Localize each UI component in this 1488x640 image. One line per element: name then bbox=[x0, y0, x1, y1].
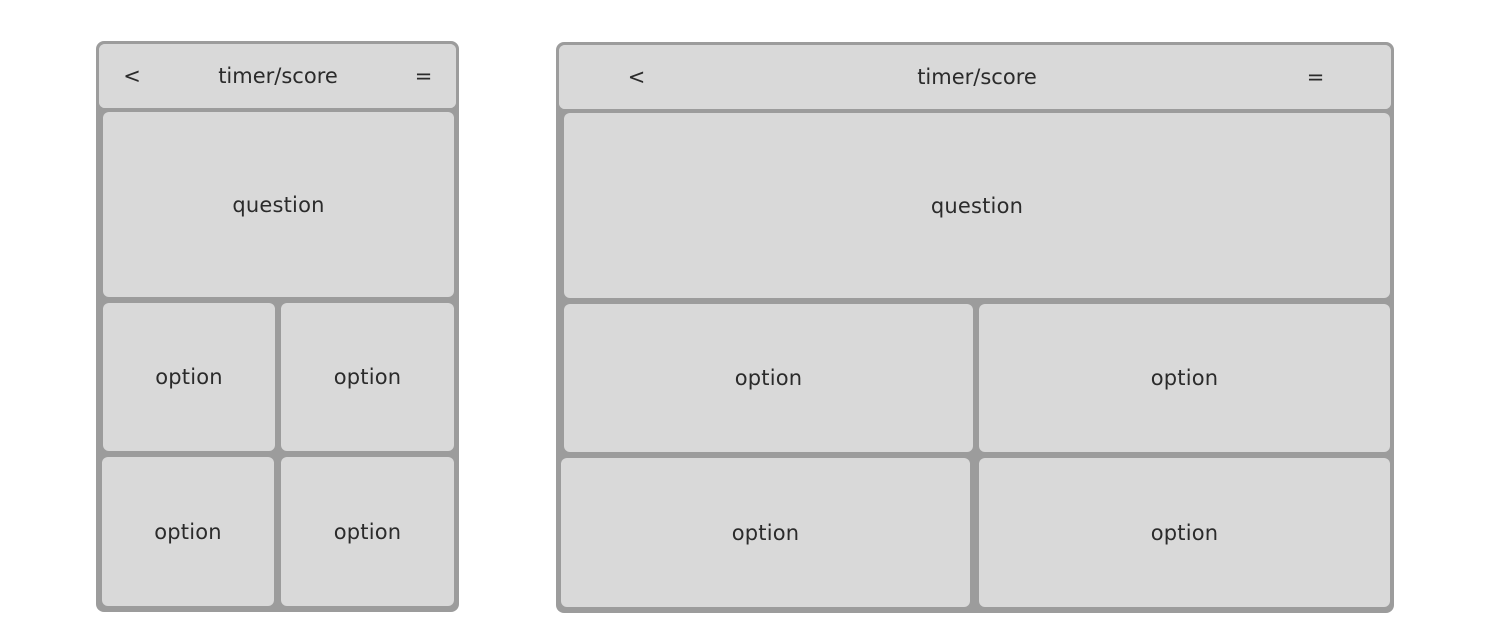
option-button-2[interactable]: option bbox=[281, 303, 454, 451]
quiz-screen-landscape: < timer/score = question option option o… bbox=[556, 42, 1394, 613]
option-label: option bbox=[155, 365, 223, 389]
option-label: option bbox=[333, 365, 402, 389]
menu-icon: = bbox=[414, 64, 433, 88]
back-icon: < bbox=[627, 65, 646, 89]
back-icon: < bbox=[123, 64, 141, 88]
timer-score-display: timer/score bbox=[714, 48, 1240, 106]
timer-score-label: timer/score bbox=[917, 65, 1037, 89]
option-label: option bbox=[333, 519, 402, 544]
option-button-1[interactable]: option bbox=[103, 303, 275, 451]
option-label: option bbox=[731, 520, 800, 545]
timer-score-display: timer/score bbox=[165, 47, 391, 105]
option-label: option bbox=[1150, 366, 1219, 390]
back-button[interactable]: < bbox=[99, 44, 165, 108]
back-button[interactable]: < bbox=[559, 45, 714, 109]
question-panel: question bbox=[103, 112, 454, 297]
option-button-4[interactable]: option bbox=[979, 458, 1390, 607]
option-label: option bbox=[1150, 520, 1219, 545]
quiz-screen-portrait: < timer/score = question option option o… bbox=[96, 41, 459, 612]
option-label: option bbox=[734, 366, 803, 390]
top-bar: < timer/score = bbox=[99, 44, 456, 108]
menu-button[interactable]: = bbox=[391, 44, 456, 108]
question-label: question bbox=[232, 192, 325, 217]
option-label: option bbox=[154, 519, 222, 544]
question-label: question bbox=[930, 193, 1024, 218]
menu-icon: = bbox=[1306, 65, 1325, 89]
option-button-1[interactable]: option bbox=[564, 304, 973, 452]
option-button-3[interactable]: option bbox=[102, 457, 274, 606]
option-button-3[interactable]: option bbox=[561, 458, 970, 607]
option-button-2[interactable]: option bbox=[979, 304, 1390, 452]
timer-score-label: timer/score bbox=[218, 64, 338, 88]
menu-button[interactable]: = bbox=[1240, 45, 1391, 109]
top-bar: < timer/score = bbox=[559, 45, 1391, 109]
question-panel: question bbox=[564, 113, 1390, 298]
option-button-4[interactable]: option bbox=[281, 457, 454, 606]
